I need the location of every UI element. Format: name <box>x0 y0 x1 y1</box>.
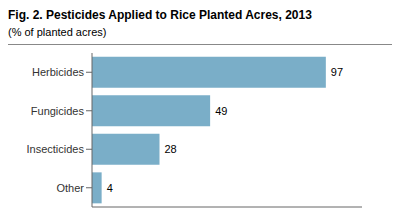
html-text:Fig. 2. Pesticides Applied to: Fig. 2. Pesticides Applied to Rice Plant… <box>8 8 312 22</box>
svg-text:Herbicides: Herbicides <box>32 66 84 78</box>
svg-text:Other: Other <box>56 182 84 194</box>
svg-text:49: 49 <box>215 105 227 117</box>
svg-text:Insecticides: Insecticides <box>27 143 85 155</box>
svg-text:97: 97 <box>331 66 343 78</box>
svg-text:4: 4 <box>107 182 113 194</box>
svg-text:Fungicides: Fungicides <box>31 105 85 117</box>
html-text:(% of planted acres): (% of planted acres) <box>8 26 107 38</box>
svg-text:28: 28 <box>165 143 177 155</box>
